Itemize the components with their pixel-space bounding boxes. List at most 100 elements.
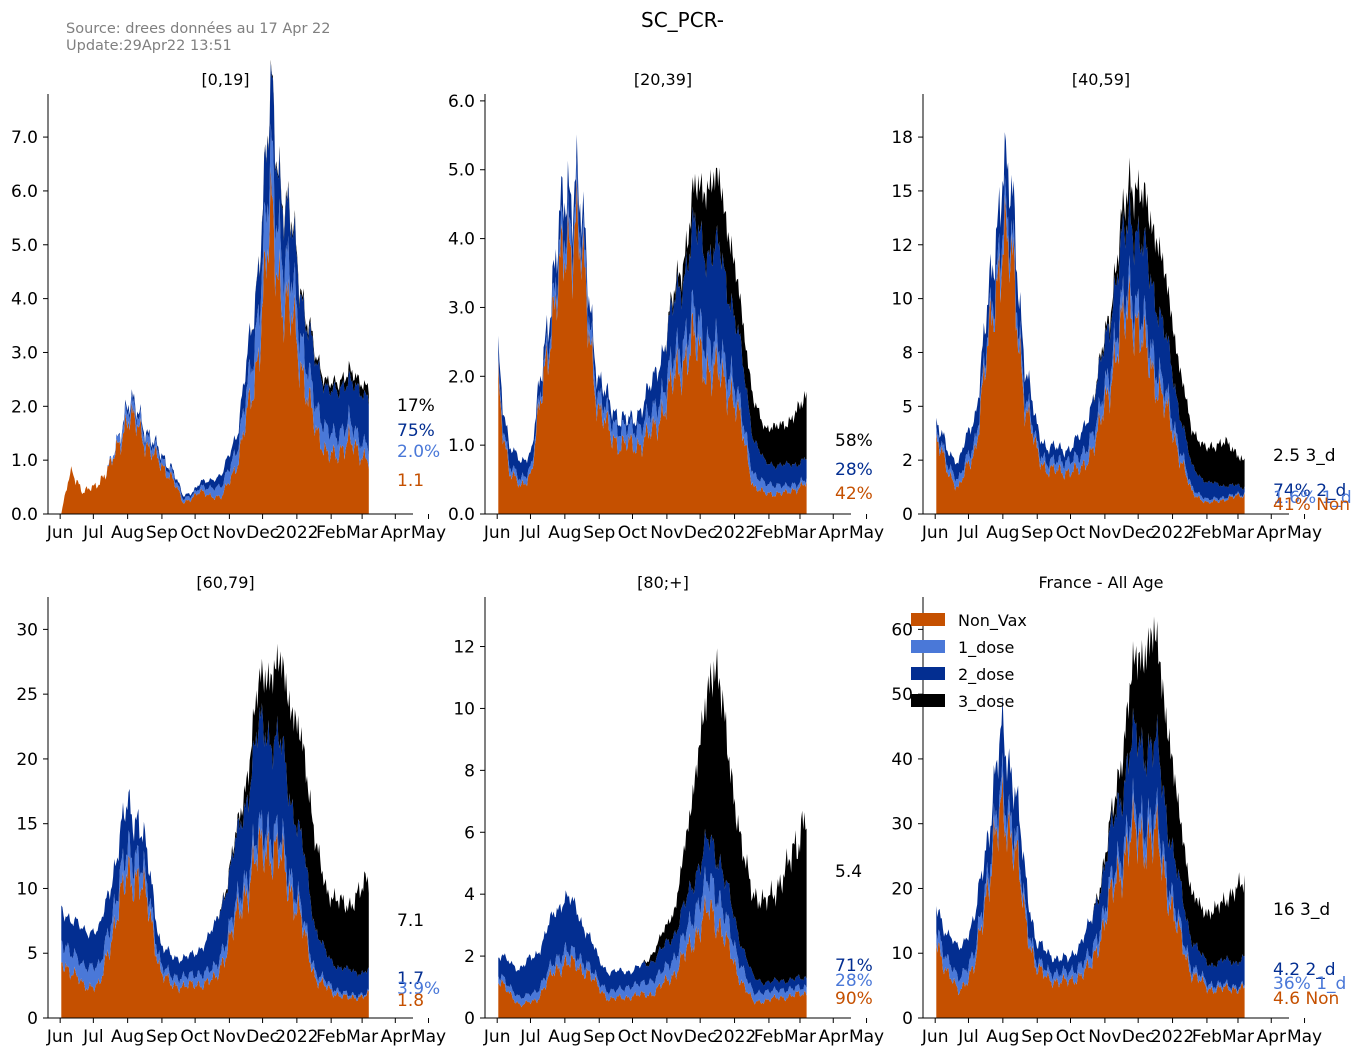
x-tick-label: Apr: [1257, 1027, 1286, 1047]
x-tick-label: Apr: [819, 1027, 848, 1047]
x-tick-label: Nov: [213, 523, 246, 543]
x-tick-label: 2022: [275, 1027, 318, 1047]
y-tick-label: 7.0: [11, 128, 38, 148]
x-tick-label: Nov: [1088, 523, 1121, 543]
panel: 0.0 1.0 2.0 3.0 4.0 5.0 6.0 7.0 Jun Jul Aug Sep Oct N…: [11, 59, 446, 543]
y-tick-label: 30: [16, 620, 38, 640]
area-1-dose: [498, 866, 807, 1008]
panel-title: [80;+]: [637, 573, 689, 592]
y-tick-label: 0: [27, 1009, 38, 1029]
x-tick-label: Oct: [618, 523, 648, 543]
x-tick-label: Jul: [82, 1027, 104, 1047]
y-tick-label: 25: [16, 685, 38, 705]
x-tick-label: Dec: [684, 523, 717, 543]
end-value-label: 28%: [835, 971, 873, 991]
area-3-dose: [936, 616, 1245, 968]
x-tick-label: Jun: [921, 1027, 949, 1047]
x-tick-label: Aug: [111, 1027, 144, 1047]
end-value-label: 17%: [397, 396, 435, 416]
x-tick-label: Sep: [146, 1027, 178, 1047]
update-line: Update:29Apr22 13:51: [66, 38, 232, 54]
y-tick-label: 0.0: [11, 505, 38, 525]
area-non-vax: [498, 176, 807, 514]
x-tick-label: Sep: [146, 523, 178, 543]
end-value-label: 41% Non: [1273, 495, 1350, 515]
y-tick-label: 5: [902, 397, 913, 417]
x-tick-label: Nov: [213, 1027, 246, 1047]
x-tick-label: Jul: [82, 523, 104, 543]
x-tick-label: 2022: [1151, 1027, 1194, 1047]
y-tick-label: 12: [891, 236, 913, 256]
x-tick-label: Jun: [483, 523, 511, 543]
y-tick-label: 10: [891, 944, 913, 964]
y-tick-label: 20: [16, 750, 38, 770]
x-tick-label: Jul: [957, 523, 979, 543]
y-tick-label: 18: [891, 128, 913, 148]
end-value-label: 71%: [835, 956, 873, 976]
x-tick-label: Nov: [650, 1027, 683, 1047]
x-tick-label: Apr: [381, 1027, 410, 1047]
source-line: Source: drees données au 17 Apr 22: [66, 21, 331, 37]
x-tick-label: May: [1287, 1027, 1322, 1047]
panel-title: [20,39]: [634, 70, 692, 89]
end-value-label: 4.2 2_d: [1273, 960, 1336, 980]
x-tick-label: Feb: [1192, 523, 1222, 543]
x-tick-label: Oct: [1056, 523, 1086, 543]
x-tick-label: Nov: [1088, 1027, 1121, 1047]
y-tick-label: 5: [27, 944, 38, 964]
x-tick-label: Jun: [46, 1027, 74, 1047]
panel-title: [40,59]: [1072, 70, 1130, 89]
end-value-label: 42%: [835, 484, 873, 504]
x-tick-label: Dec: [246, 523, 279, 543]
y-tick-label: 2.0: [448, 367, 475, 387]
x-tick-label: May: [411, 1027, 446, 1047]
panel-title: France - All Age: [1038, 573, 1163, 592]
panel-title: [0,19]: [201, 70, 249, 89]
legend-label: 1_dose: [958, 638, 1014, 658]
x-tick-label: Sep: [583, 523, 615, 543]
area-2-dose: [936, 132, 1245, 501]
x-tick-label: Feb: [316, 523, 346, 543]
x-tick-label: 2022: [1151, 523, 1194, 543]
y-tick-label: 4.0: [11, 290, 38, 310]
legend-swatch: [911, 694, 945, 707]
y-tick-label: 6.0: [448, 92, 475, 112]
y-tick-label: 50: [891, 685, 913, 705]
y-tick-label: 40: [891, 750, 913, 770]
x-tick-label: Oct: [1056, 1027, 1086, 1047]
x-tick-label: Apr: [819, 523, 848, 543]
y-tick-label: 0: [902, 505, 913, 525]
x-tick-label: Jul: [957, 1027, 979, 1047]
y-tick-label: 2: [902, 451, 913, 471]
x-tick-label: Jul: [519, 1027, 541, 1047]
y-tick-label: 0.0: [448, 505, 475, 525]
y-tick-label: 1.0: [448, 436, 475, 456]
y-tick-label: 30: [891, 815, 913, 835]
end-value-label: 28%: [835, 460, 873, 480]
end-value-label: 1.6% 1_d: [1273, 488, 1352, 508]
panel: 0 2 5 8 10 12 15 18 Jun Jul Aug Sep Oct Nov Dec2022Feb…: [891, 70, 1351, 543]
x-tick-label: 2022: [713, 1027, 756, 1047]
end-value-label: 74% 2_d: [1273, 481, 1346, 501]
x-tick-label: Mar: [346, 1027, 378, 1047]
legend-swatch: [911, 640, 945, 653]
figure-title: SC_PCR-: [641, 8, 724, 32]
legend-label: Non_Vax: [958, 611, 1027, 631]
end-value-label: 1.1: [397, 471, 424, 491]
panel: 0 10 20 30 40 50 60 Jun Jul Aug Sep Oct Nov Dec2022Fe…: [891, 573, 1346, 1047]
x-tick-label: Oct: [180, 1027, 210, 1047]
area-3-dose: [61, 643, 369, 977]
x-tick-label: 2022: [713, 523, 756, 543]
x-tick-label: Aug: [111, 523, 144, 543]
x-tick-label: Feb: [754, 523, 784, 543]
x-tick-label: Dec: [1122, 1027, 1155, 1047]
x-tick-label: 2022: [275, 523, 318, 543]
area-non-vax: [61, 166, 369, 514]
end-value-label: 2.5 3_d: [1273, 446, 1336, 466]
end-value-label: 3.9%: [397, 979, 440, 999]
x-tick-label: Nov: [650, 523, 683, 543]
x-tick-label: Sep: [1021, 1027, 1053, 1047]
x-tick-label: Aug: [548, 523, 581, 543]
